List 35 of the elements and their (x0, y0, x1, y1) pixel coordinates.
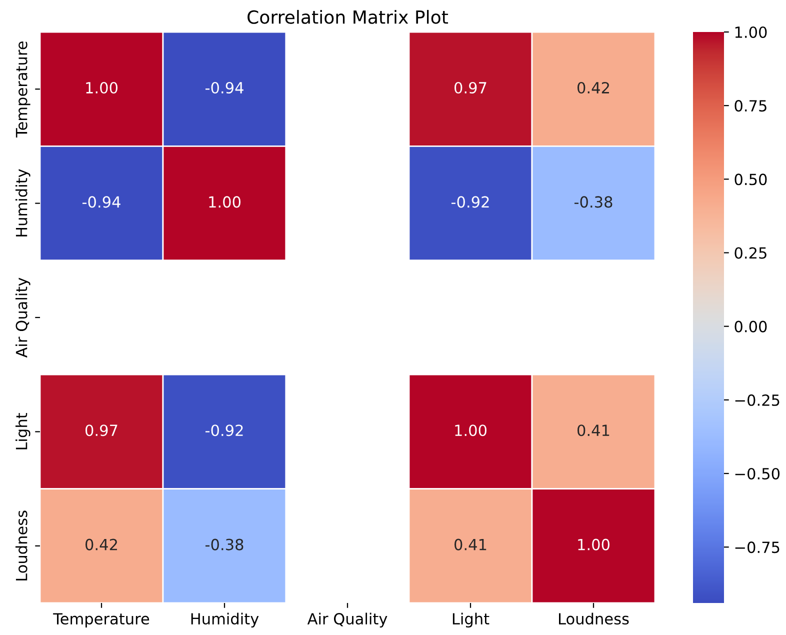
y-tick-label: Loudness (15, 510, 28, 580)
data-label: 0.42 (578, 82, 609, 94)
data-label: 1.00 (455, 424, 486, 436)
x-tick-label: Air Quality (307, 612, 388, 628)
y-tick-label: Light (15, 413, 30, 450)
data-label: 1.00 (86, 82, 118, 94)
data-label: 1.00 (209, 196, 240, 208)
data-label: -0.38 (574, 196, 612, 208)
chart-title: Correlation Matrix Plot (248, 10, 448, 24)
data-label: 1.00 (578, 538, 610, 550)
y-tick-label: Humidity (15, 169, 30, 236)
x-tick-label: Humidity (191, 612, 259, 628)
y-tick-label: Temperature (16, 42, 30, 138)
data-label: 0.42 (86, 538, 117, 550)
data-label: 0.41 (578, 424, 610, 436)
x-tick-label: Temperature (53, 613, 150, 628)
data-label: -0.38 (205, 538, 244, 550)
x-tick-label: Light (452, 612, 490, 628)
color-bar-label: 0.25 (734, 247, 766, 259)
data-label: 0.97 (454, 82, 486, 94)
x-tick-label: Loudness (559, 612, 629, 625)
color-bar-label: 0.50 (734, 174, 767, 186)
color-bar-label: −0.25 (735, 394, 780, 406)
data-label: -0.92 (205, 424, 243, 436)
color-bar-label: −0.50 (735, 468, 780, 480)
data-label: -0.92 (451, 196, 489, 208)
data-label: -0.94 (82, 196, 120, 208)
color-bar-label: 0.00 (734, 320, 767, 332)
y-tick-label: Air Quality (15, 278, 30, 358)
data-label: 0.97 (86, 424, 118, 436)
color-bar-label: −0.75 (735, 542, 780, 554)
color-bar-label: 1.00 (735, 26, 767, 38)
data-label: 0.41 (454, 538, 486, 550)
data-label: -0.94 (205, 82, 244, 94)
color-bar-label: 0.75 (734, 100, 766, 112)
